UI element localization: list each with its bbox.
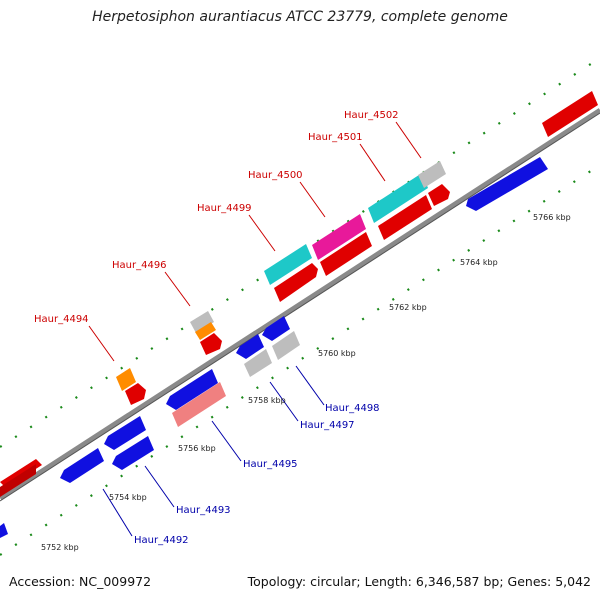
gene-block: [542, 91, 598, 137]
gene-block: [320, 232, 372, 276]
gene-block: [368, 173, 428, 223]
gene-label: Haur_4501: [308, 132, 363, 143]
gene-block: [378, 195, 432, 240]
gene-block: [200, 333, 222, 355]
gene-block: [418, 161, 446, 188]
gene-label: Haur_4499: [197, 203, 252, 214]
gene-block: [190, 311, 214, 333]
gene-label: Haur_4498: [325, 403, 380, 414]
gene-block: [195, 322, 216, 340]
gene-block: [60, 448, 104, 483]
genes-reverse: [0, 157, 548, 538]
gene-labels-top: Haur_4494 Haur_4496 Haur_4499 Haur_4500 …: [34, 110, 399, 325]
genes-forward: [0, 91, 598, 497]
genome-backbone: [0, 108, 600, 502]
scale-label: 5758 kbp: [248, 396, 286, 405]
tick-rows: [0, 57, 600, 556]
gene-block: [236, 334, 264, 359]
scale-label: 5762 kbp: [389, 303, 427, 312]
map-title: Herpetosiphon aurantiacus ATCC 23779, co…: [92, 9, 508, 25]
gene-label: Haur_4500: [248, 170, 303, 181]
scale-label: 5756 kbp: [178, 444, 216, 453]
gene-block: [466, 157, 548, 211]
gene-block: [125, 383, 146, 405]
label-leaders: [88, 121, 422, 537]
accession-text: Accession: NC_009972: [9, 574, 152, 589]
gene-label: Haur_4493: [176, 505, 231, 516]
gene-label: Haur_4496: [112, 260, 167, 271]
gene-block: [274, 263, 318, 302]
gene-block: [264, 244, 312, 285]
gene-block: [272, 331, 300, 360]
gene-label: Haur_4494: [34, 314, 89, 325]
gene-block: [0, 523, 8, 538]
gene-label: Haur_4497: [300, 420, 355, 431]
gene-block: [244, 349, 272, 377]
genome-summary-text: Topology: circular; Length: 6,346,587 bp…: [247, 574, 591, 589]
scale-label: 5754 kbp: [109, 493, 147, 502]
gene-block: [166, 369, 218, 410]
gene-label: Haur_4492: [134, 535, 189, 546]
scale-label: 5752 kbp: [41, 543, 79, 552]
gene-block: [116, 368, 136, 391]
gene-label: Haur_4495: [243, 459, 298, 470]
gene-block: [312, 214, 366, 260]
gene-label: Haur_4502: [344, 110, 399, 121]
gene-block: [104, 416, 146, 450]
gene-block: [112, 436, 154, 470]
gene-block: [262, 316, 290, 341]
scale-label: 5760 kbp: [318, 349, 356, 358]
scale-label: 5766 kbp: [533, 213, 571, 222]
gene-block: [0, 464, 36, 497]
scale-label: 5764 kbp: [460, 258, 498, 267]
scale-labels: 5752 kbp 5754 kbp 5756 kbp 5758 kbp 5760…: [41, 213, 571, 552]
gene-labels-bottom: Haur_4492 Haur_4493 Haur_4495 Haur_4497 …: [134, 403, 380, 546]
gene-block: [172, 382, 226, 427]
gene-block: [428, 184, 450, 206]
